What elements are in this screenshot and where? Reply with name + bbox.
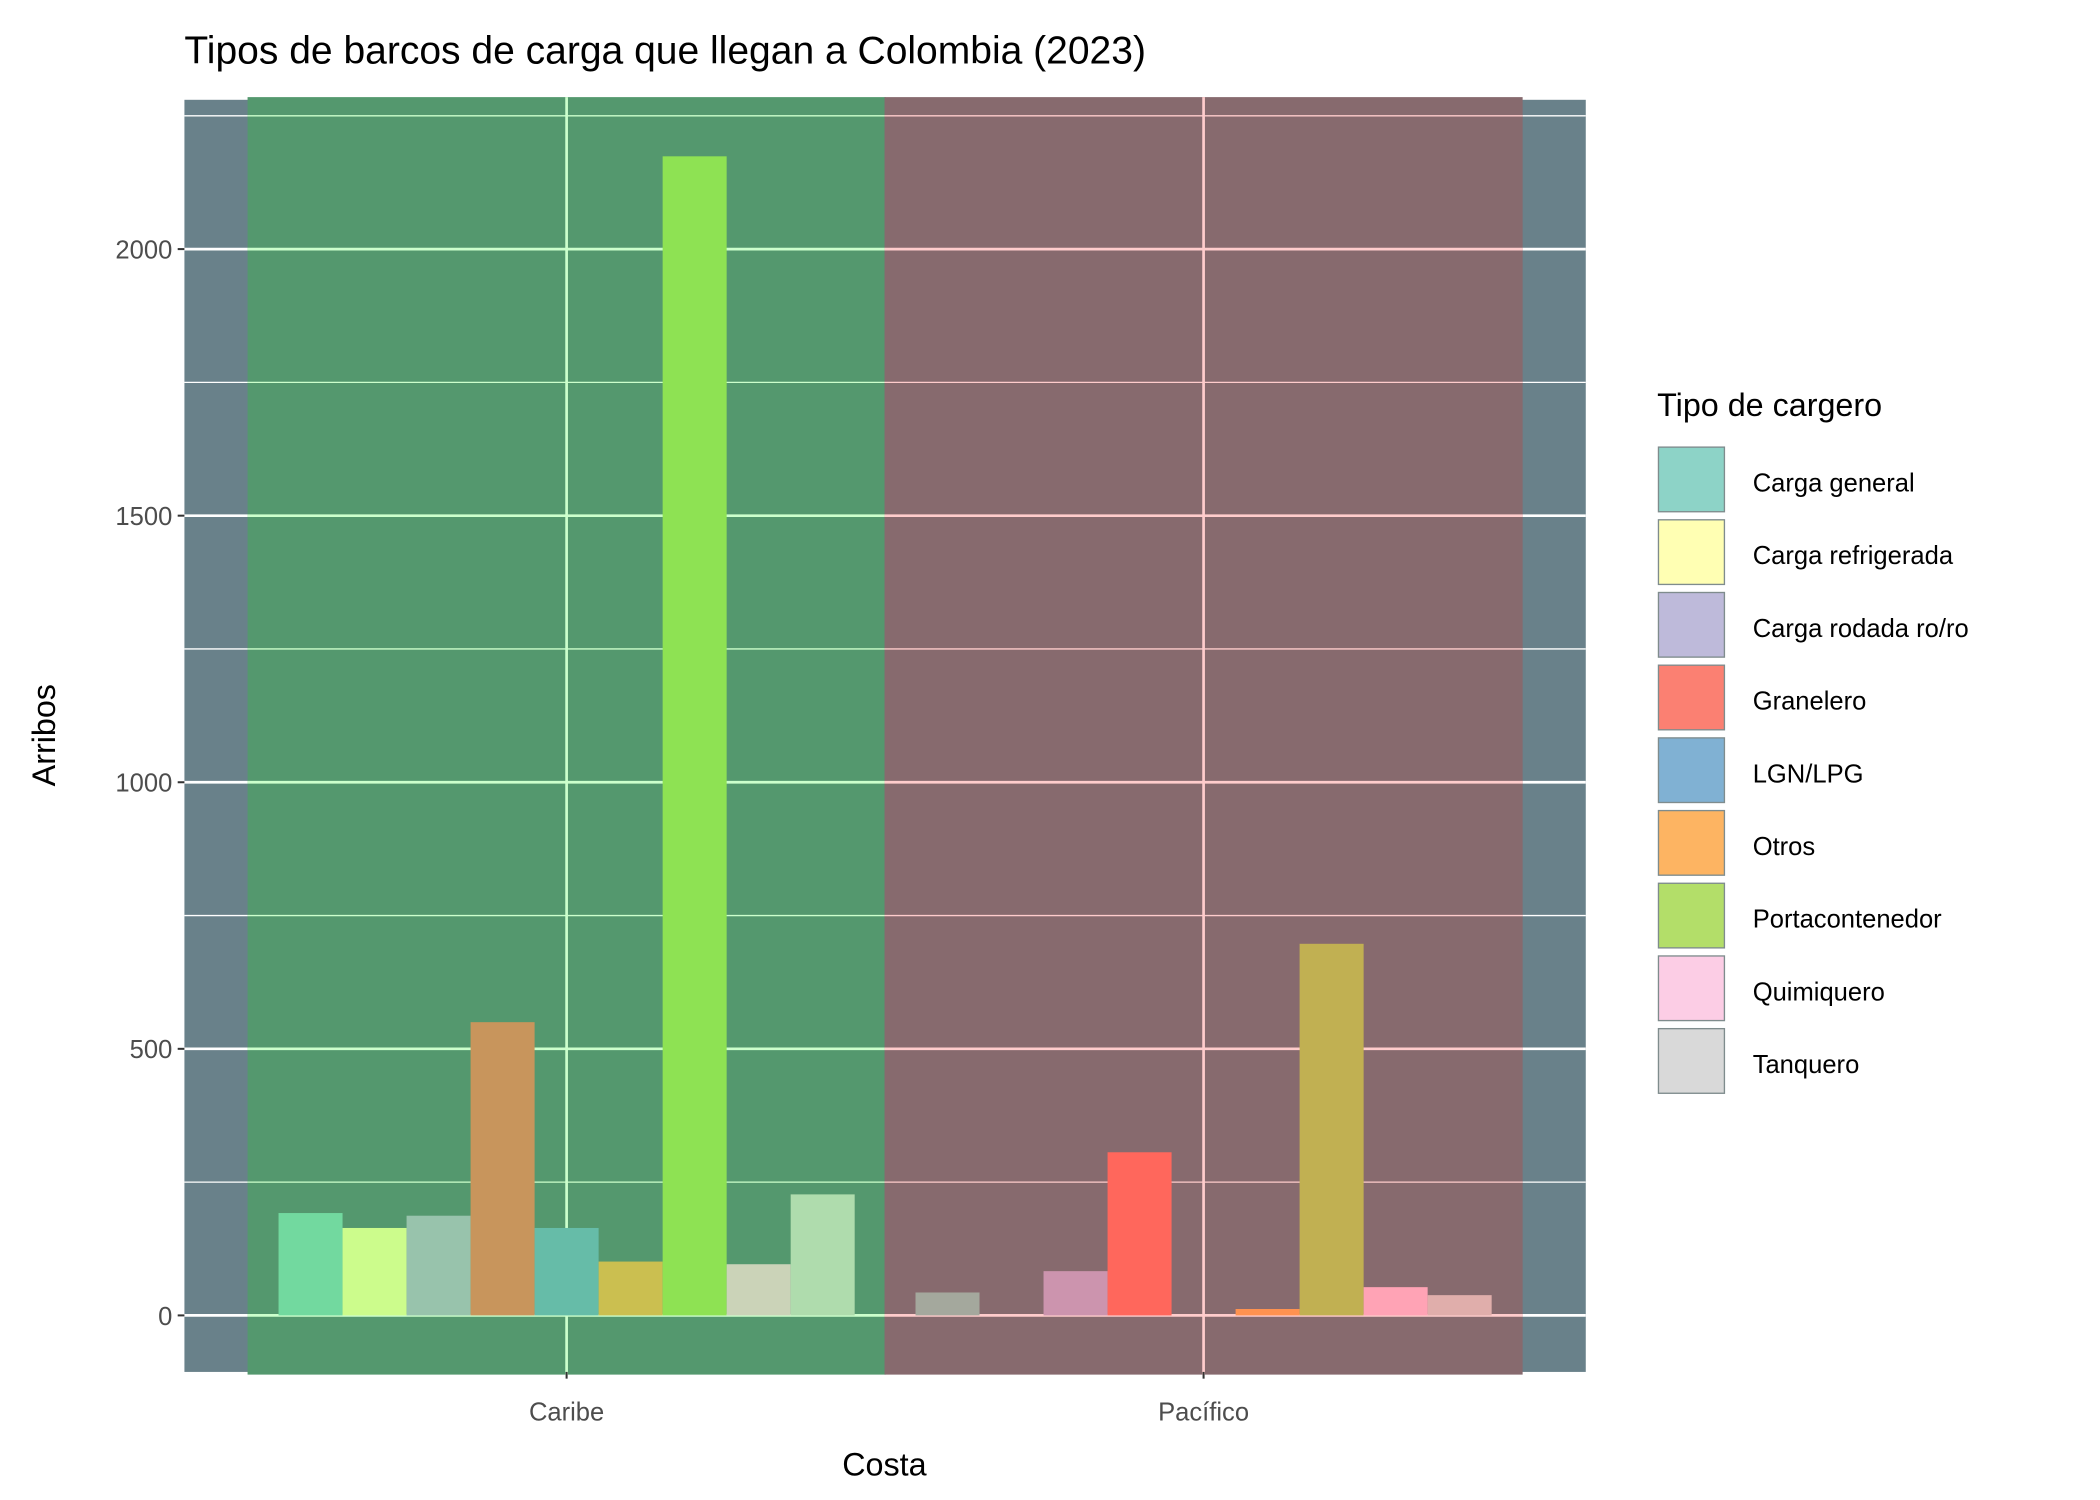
x-tick-label: Caribe: [529, 1398, 604, 1426]
y-tick-label: 2000: [115, 237, 172, 265]
bar-pacífico-carga-general: [915, 1292, 980, 1316]
bar-pacífico-quimiquero: [1363, 1287, 1428, 1316]
bar-caribe-carga-rodada-ro-ro: [406, 1215, 471, 1316]
bar-pacífico-tanquero: [1427, 1295, 1492, 1316]
legend-swatch: [1657, 737, 1726, 804]
plot-panel: [184, 97, 1586, 1375]
bar-caribe-tanquero: [790, 1194, 855, 1316]
legend-swatch: [1657, 446, 1726, 513]
legend-swatch: [1657, 591, 1726, 658]
bars: [278, 156, 1492, 1316]
bar-caribe-carga-refrigerada: [342, 1227, 407, 1316]
x-axis: Caribe Pacífico: [529, 1371, 1249, 1426]
legend-swatch: [1657, 1027, 1726, 1094]
legend-swatch: [1657, 664, 1726, 731]
y-tick-label: 500: [130, 1036, 173, 1064]
legend-label: Granelero: [1753, 688, 1867, 716]
bar-caribe-carga-general: [278, 1213, 343, 1316]
legend-label: Quimiquero: [1753, 978, 1885, 1006]
x-tick-label: Pacífico: [1158, 1398, 1249, 1426]
x-axis-title: Costa: [842, 1447, 926, 1483]
y-tick-label: 1000: [115, 770, 172, 798]
bar-pacífico-otros: [1235, 1309, 1300, 1316]
y-axis: 0 500 1000 1500 2000: [115, 237, 185, 1331]
legend-label: LGN/LPG: [1753, 760, 1864, 788]
legend-label: Carga general: [1753, 470, 1915, 498]
bar-pacífico-portacontenedor: [1299, 943, 1364, 1316]
chart-title: Tipos de barcos de carga que llegan a Co…: [184, 29, 1146, 72]
bar-pacífico-granelero: [1107, 1152, 1172, 1316]
legend-label: Carga rodada ro/ro: [1753, 615, 1969, 643]
y-tick-label: 0: [158, 1303, 172, 1331]
legend: Tipo de cargero Carga general Carga refri…: [1657, 387, 1969, 1094]
legend-swatch: [1657, 809, 1726, 876]
legend-label: Carga refrigerada: [1753, 542, 1954, 570]
bar-caribe-portacontenedor: [662, 156, 727, 1316]
y-tick-label: 1500: [115, 503, 172, 531]
legend-swatch: [1657, 882, 1726, 949]
legend-swatch: [1657, 519, 1726, 586]
bar-caribe-otros: [598, 1261, 663, 1316]
bar-caribe-lgn-lpg: [534, 1227, 599, 1316]
legend-label: Portacontenedor: [1753, 906, 1942, 934]
legend-title: Tipo de cargero: [1657, 387, 1882, 423]
y-axis-title: Arribos: [26, 684, 62, 786]
bar-caribe-granelero: [470, 1022, 535, 1316]
bar-pacífico-carga-rodada-ro-ro: [1043, 1271, 1108, 1316]
legend-label: Otros: [1753, 833, 1816, 861]
legend-swatch: [1657, 955, 1726, 1022]
legend-label: Tanquero: [1753, 1051, 1860, 1079]
bar-caribe-quimiquero: [726, 1264, 791, 1316]
